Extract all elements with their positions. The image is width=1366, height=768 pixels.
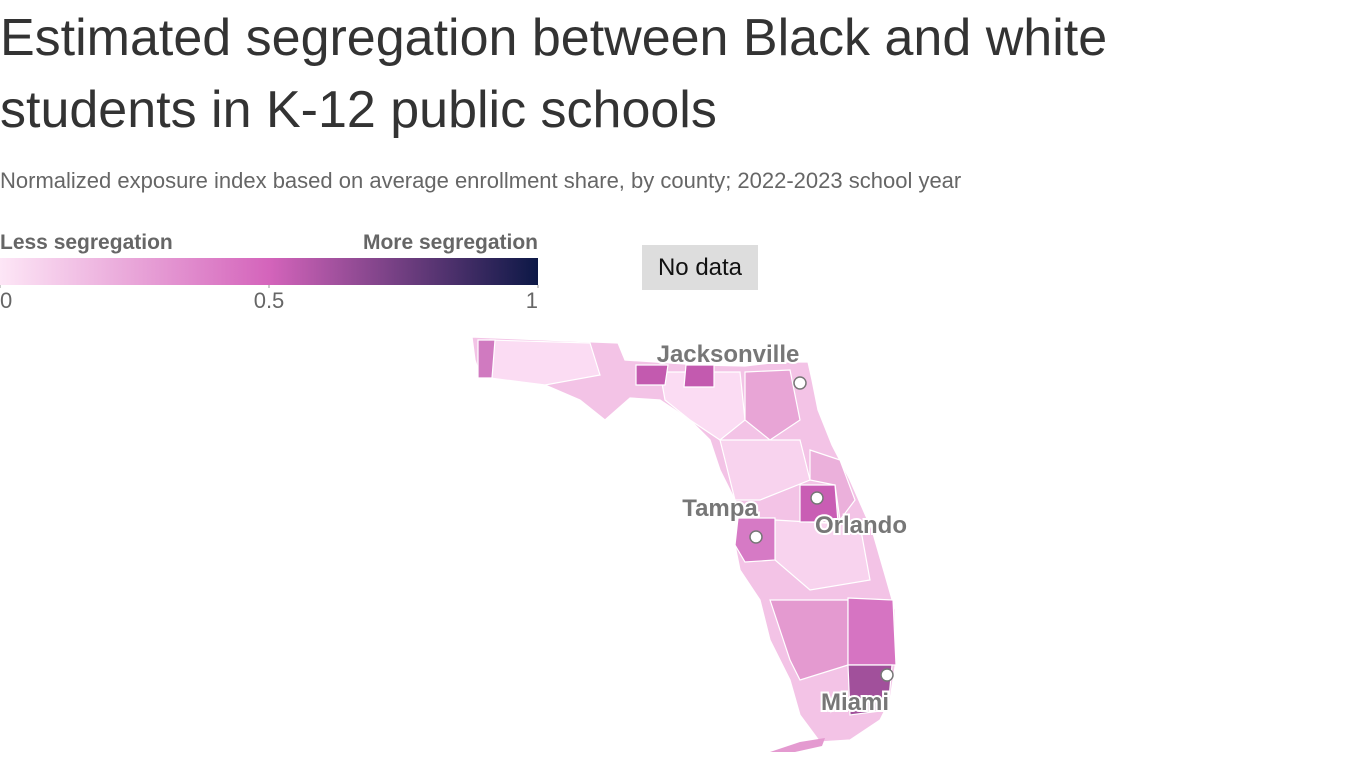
county (477, 339, 496, 379)
subtitle: Normalized exposure index based on avera… (0, 168, 962, 193)
city-label: Miami (821, 689, 889, 716)
county (719, 439, 811, 501)
florida (471, 336, 897, 752)
city-dot (749, 530, 763, 544)
city-dot (880, 668, 894, 682)
county (489, 339, 601, 386)
county (809, 449, 856, 522)
cities: Jacksonville Tampa Orlando Miami (655, 339, 909, 718)
city-label: Jacksonville (657, 341, 800, 368)
county (744, 369, 801, 441)
county (635, 364, 669, 386)
county (847, 597, 897, 666)
city-dot (810, 491, 824, 505)
county (683, 364, 715, 388)
tick-label: 0 (0, 288, 12, 313)
city-dot (793, 376, 807, 390)
title: Estimated segregation between Black and … (0, 9, 1108, 139)
legend-high-label: More segregation (362, 231, 538, 254)
city-label: Tampa (682, 495, 758, 522)
legend: 0 0.5 1 (0, 258, 539, 313)
tick-label: 0.5 (254, 288, 285, 313)
keys (770, 738, 825, 752)
no-data-key: No data (642, 245, 758, 290)
legend-low-label: Less segregation (0, 231, 173, 254)
city-label: Orlando (815, 512, 907, 539)
tick-label: 1 (526, 288, 538, 313)
county (769, 599, 849, 681)
color-scale (0, 258, 538, 285)
